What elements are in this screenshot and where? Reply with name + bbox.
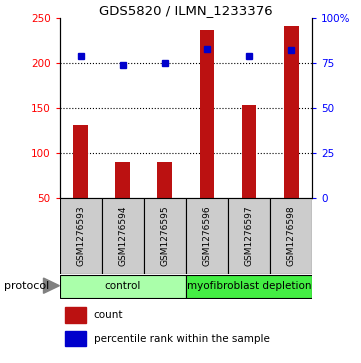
Bar: [200, 30, 214, 198]
Text: count: count: [93, 310, 123, 320]
FancyBboxPatch shape: [228, 198, 270, 274]
Text: GSM1276595: GSM1276595: [160, 205, 169, 266]
Text: GSM1276593: GSM1276593: [76, 205, 85, 266]
Text: GSM1276594: GSM1276594: [118, 206, 127, 266]
FancyBboxPatch shape: [102, 198, 144, 274]
Text: GSM1276596: GSM1276596: [203, 205, 212, 266]
Text: control: control: [105, 281, 141, 291]
FancyBboxPatch shape: [60, 198, 102, 274]
Text: GSM1276598: GSM1276598: [287, 205, 296, 266]
FancyBboxPatch shape: [60, 275, 186, 298]
Bar: [242, 105, 256, 198]
Bar: [116, 162, 130, 198]
Bar: [65, 331, 86, 346]
Polygon shape: [44, 278, 59, 293]
Text: myofibroblast depletion: myofibroblast depletion: [187, 281, 311, 291]
Title: GDS5820 / ILMN_1233376: GDS5820 / ILMN_1233376: [99, 4, 273, 17]
FancyBboxPatch shape: [186, 198, 228, 274]
Bar: [157, 162, 172, 198]
FancyBboxPatch shape: [186, 275, 312, 298]
Bar: [73, 125, 88, 198]
Text: percentile rank within the sample: percentile rank within the sample: [93, 334, 269, 343]
Bar: [284, 26, 299, 198]
FancyBboxPatch shape: [144, 198, 186, 274]
Text: GSM1276597: GSM1276597: [245, 205, 253, 266]
Text: protocol: protocol: [4, 281, 49, 291]
Bar: [65, 307, 86, 322]
FancyBboxPatch shape: [270, 198, 312, 274]
